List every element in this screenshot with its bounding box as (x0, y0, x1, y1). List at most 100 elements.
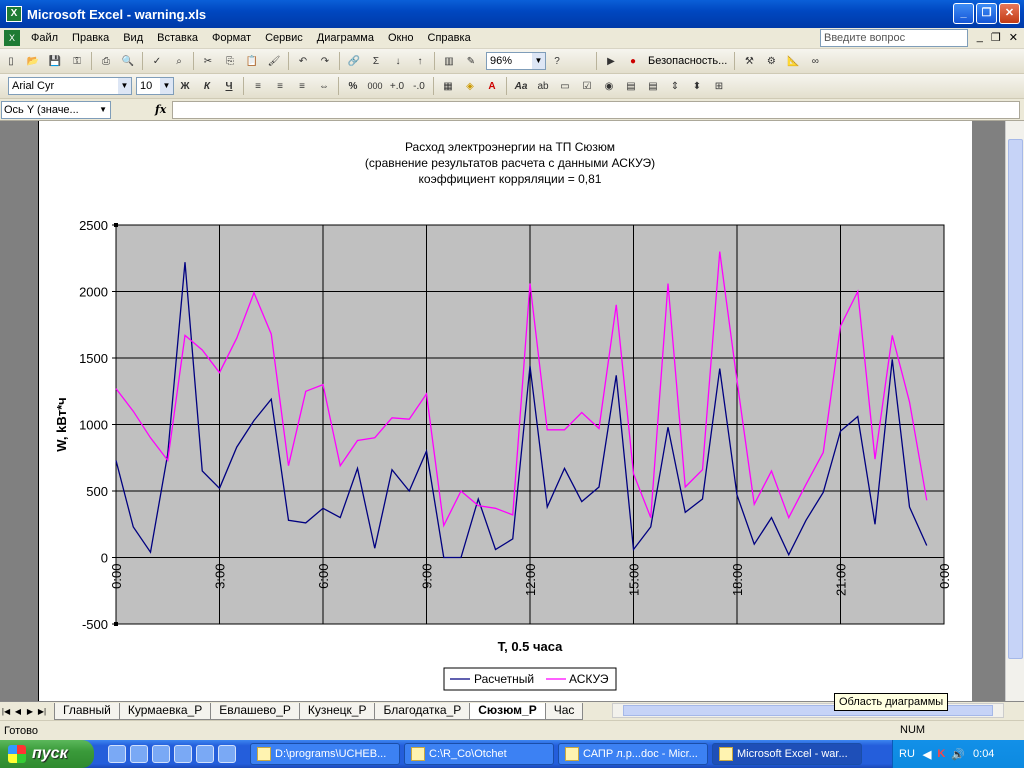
chart-legend[interactable]: Расчетный АСКУЭ (443, 667, 617, 691)
undo-icon[interactable]: ↶ (298, 55, 308, 67)
sheet-tab-blagodatka[interactable]: Благодатка_Р (374, 702, 471, 720)
series-line-calculated[interactable] (115, 262, 928, 559)
spelling-icon[interactable]: ✓ (152, 55, 162, 67)
chevron-down-icon[interactable]: ▼ (99, 104, 107, 114)
redo-icon[interactable]: ↷ (320, 55, 330, 67)
comma-style-button[interactable]: 000 (367, 81, 383, 91)
design-mode-icon[interactable]: 📐 (787, 55, 800, 67)
record-macro-icon[interactable]: ● (629, 55, 637, 67)
script-editor-icon[interactable]: ∞ (811, 55, 819, 67)
cut-icon[interactable]: ✂ (203, 55, 213, 67)
prev-sheet-icon[interactable]: ◀ (14, 706, 22, 716)
print-preview-icon[interactable]: 🔍 (121, 55, 135, 67)
doc-minimize-button[interactable]: _ (976, 31, 983, 43)
italic-button[interactable]: К (203, 80, 211, 92)
menu-file[interactable]: Файл (31, 32, 59, 44)
sheet-tab-evlashevo[interactable]: Евлашево_Р (210, 702, 300, 720)
x-axis-label[interactable]: T, 0.5 часа (498, 639, 564, 654)
borders-icon[interactable]: ▦ (443, 80, 453, 92)
task-excel[interactable]: Microsoft Excel - war... (712, 743, 862, 765)
control-toolbox-icon[interactable]: ⚙ (766, 55, 776, 67)
textbox-icon[interactable]: ▭ (560, 80, 570, 92)
help-question-input[interactable]: Введите вопрос (820, 29, 968, 47)
chevron-down-icon[interactable]: ▼ (118, 78, 131, 94)
series-line-askue[interactable] (115, 251, 928, 528)
chart-title[interactable]: Расход электроэнергии на ТП Сюзюм (сравн… (365, 140, 655, 186)
menu-help[interactable]: Справка (427, 32, 471, 44)
print-icon[interactable]: ⎙ (102, 55, 110, 67)
new-icon[interactable]: ▯ (8, 55, 14, 67)
research-icon[interactable]: ⌕ (176, 55, 182, 67)
chevron-down-icon[interactable]: ▼ (160, 78, 173, 94)
vertical-scrollbar[interactable] (1005, 121, 1024, 701)
quicklaunch-icon-6[interactable] (218, 745, 236, 763)
last-sheet-icon[interactable]: ▶| (37, 706, 47, 716)
doc-restore-button[interactable]: ❐ (990, 32, 1001, 44)
antivirus-icon[interactable]: K (937, 748, 946, 760)
menu-chart[interactable]: Диаграмма (316, 32, 374, 44)
increase-decimal-icon[interactable]: +.0 (389, 80, 405, 92)
maximize-button[interactable]: ❐ (976, 3, 997, 24)
next-sheet-icon[interactable]: ▶ (26, 706, 34, 716)
sort-desc-icon[interactable]: ↑ (417, 55, 423, 67)
quicklaunch-icon-3[interactable] (152, 745, 170, 763)
paste-icon[interactable]: 📋 (245, 55, 259, 67)
font-select[interactable]: Arial Cyr ▼ (8, 77, 132, 95)
sheet-tab-syuzyum[interactable]: Сюзюм_Р (469, 702, 546, 720)
format-painter-icon[interactable]: 🖌 (267, 55, 281, 67)
underline-button[interactable]: Ч (225, 80, 233, 92)
series-lines[interactable] (115, 251, 928, 559)
chart[interactable]: Расход электроэнергии на ТП Сюзюм (сравн… (38, 121, 972, 701)
menu-format[interactable]: Формат (212, 32, 252, 44)
bold-button[interactable]: Ж (180, 80, 190, 92)
open-icon[interactable]: 📂 (26, 55, 40, 67)
doc-close-button[interactable]: ✕ (1008, 32, 1018, 44)
decrease-decimal-icon[interactable]: -.0 (413, 80, 425, 92)
chart-wizard-icon[interactable]: ▥ (444, 55, 454, 67)
y-axis-label[interactable]: W, kBт*ч (54, 397, 69, 451)
speaker-icon[interactable]: 🔊 (951, 748, 966, 761)
task-folder-programs[interactable]: D:\programs\UCHEB... (250, 743, 400, 765)
quicklaunch-icon-4[interactable] (174, 745, 192, 763)
autosum-icon[interactable]: Σ (372, 55, 380, 67)
vba-editor-icon[interactable]: ⚒ (744, 55, 754, 67)
sheet-tab-glavny[interactable]: Главный (54, 702, 120, 720)
chevron-down-icon[interactable]: ▼ (532, 53, 545, 69)
align-right-icon[interactable]: ≡ (299, 80, 305, 92)
help-icon[interactable]: ? (554, 55, 560, 67)
first-sheet-icon[interactable]: |◀ (1, 706, 11, 716)
label-icon[interactable]: ab (537, 80, 549, 92)
menu-view[interactable]: Вид (123, 32, 144, 44)
vertical-scroll-thumb[interactable] (1008, 139, 1023, 659)
align-center-icon[interactable]: ≡ (277, 80, 283, 92)
quicklaunch-icon-5[interactable] (196, 745, 214, 763)
sheet-tab-kurmaevka[interactable]: Курмаевка_Р (118, 702, 212, 720)
control-properties-icon[interactable]: ⊞ (714, 80, 724, 92)
checkbox-control-icon[interactable]: ☑ (582, 80, 592, 92)
formula-input[interactable] (172, 101, 1020, 119)
minimize-button[interactable]: _ (953, 3, 974, 24)
sheet-tab-chas[interactable]: Час (544, 702, 584, 720)
y-axis-ticks[interactable]: 2500 2000 1500 1000 500 0 -500 (79, 218, 116, 632)
scroll-bar-control-icon[interactable]: ⇕ (670, 80, 680, 92)
list-box-icon[interactable]: ▤ (626, 80, 636, 92)
zoom-select[interactable]: 96% ▼ (486, 52, 546, 70)
task-word-doc[interactable]: САПР л.р...doc - Micr... (558, 743, 708, 765)
option-button-icon[interactable]: ◉ (604, 80, 614, 92)
drawing-icon[interactable]: ✎ (466, 55, 476, 67)
task-folder-otchet[interactable]: C:\R_Co\Otchet (404, 743, 554, 765)
merge-center-icon[interactable]: ⇔ (319, 80, 329, 92)
menu-insert[interactable]: Вставка (157, 32, 199, 44)
format-text-icon[interactable]: Aa (514, 80, 528, 92)
security-button[interactable]: Безопасность... (648, 55, 728, 67)
language-indicator[interactable]: RU (899, 748, 915, 760)
tray-icon-back[interactable]: ◀ (922, 748, 932, 761)
menu-window[interactable]: Окно (387, 32, 414, 44)
quicklaunch-icon-1[interactable] (108, 745, 126, 763)
excel-app-icon[interactable]: X (6, 6, 22, 22)
hyperlink-icon[interactable]: 🔗 (347, 55, 361, 67)
start-button[interactable]: пуск (0, 740, 94, 768)
font-size-select[interactable]: 10 ▼ (136, 77, 174, 95)
close-button[interactable]: ✕ (999, 3, 1020, 24)
horizontal-scroll-thumb[interactable] (623, 705, 993, 716)
